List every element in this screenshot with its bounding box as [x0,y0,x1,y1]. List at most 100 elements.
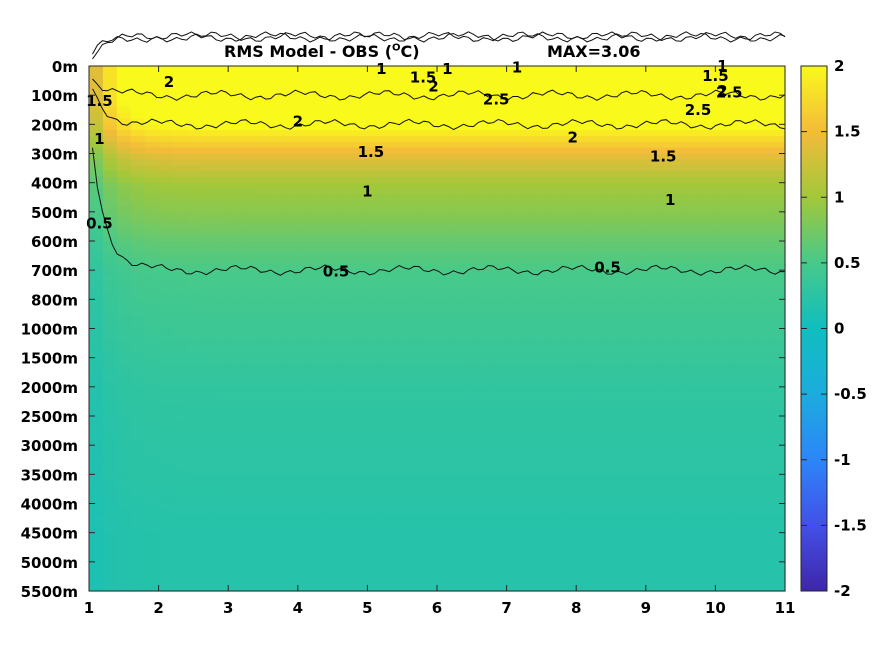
heatmap-cell [353,176,368,184]
heatmap-cell [325,89,341,96]
heatmap-cell [409,200,424,207]
heatmap-cell [102,311,118,318]
heatmap-cell [325,95,341,102]
heatmap-cell [353,194,368,201]
heatmap-cell [645,66,661,73]
heatmap-cell [256,445,271,452]
heatmap-cell [297,579,313,586]
heatmap-cell [645,211,661,219]
heatmap-cell [423,363,438,370]
heatmap-cell [423,416,438,423]
heatmap-cell [562,357,577,365]
heatmap-cell [311,153,327,160]
heatmap-cell [256,246,271,254]
heatmap-cell [604,229,619,236]
heatmap-cell [478,171,494,178]
heatmap-cell [659,480,675,487]
heatmap-cell [506,328,522,335]
heatmap-cell [729,369,744,376]
heatmap-cell [172,83,188,90]
heatmap-cell [673,486,689,493]
heatmap-cell [423,276,438,283]
heatmap-cell [631,293,647,300]
heatmap-cell [116,392,132,400]
heatmap-cell [771,480,786,487]
heatmap-cell [283,556,299,563]
heatmap-cell [673,241,689,248]
heatmap-cell [283,515,299,522]
heatmap-cell [617,427,633,435]
heatmap-cell [353,363,368,370]
heatmap-cell [771,567,786,575]
heatmap-cell [367,532,382,540]
heatmap-cell [631,270,647,277]
heatmap-cell [242,526,257,534]
heatmap-cell [534,106,549,114]
heatmap-cell [116,509,132,516]
heatmap-cell [242,567,257,575]
heatmap-cell [729,299,744,306]
heatmap-cell [506,497,522,505]
heatmap-cell [102,211,118,219]
heatmap-cell [144,95,160,102]
heatmap-cell [604,363,619,370]
heatmap-cell [450,246,466,254]
heatmap-cell [729,77,744,85]
heatmap-cell [492,421,508,429]
heatmap-cell [214,532,229,540]
heatmap-cell [757,147,772,155]
heatmap-cell [269,427,285,435]
heatmap-cell [687,521,703,528]
heatmap-cell [256,526,271,534]
heatmap-cell [144,217,160,225]
heatmap-cell [757,375,772,382]
heatmap-cell [144,223,160,230]
heatmap-cell [520,416,536,423]
heatmap-cell [617,130,633,137]
heatmap-cell [311,509,327,516]
heatmap-cell [353,346,368,353]
heatmap-cell [102,66,118,73]
heatmap-cell [604,521,619,528]
heatmap-cell [464,66,480,73]
heatmap-cell [283,328,299,335]
heatmap-cell [409,176,424,184]
heatmap-cell [437,124,452,131]
heatmap-cell [200,136,215,143]
heatmap-cell [186,521,201,528]
heatmap-cell [701,270,716,277]
heatmap-cell [186,421,201,429]
heatmap-cell [520,89,536,96]
heatmap-cell [200,439,215,446]
heatmap-cell [604,252,619,260]
heatmap-cell [562,200,577,207]
heatmap-cell [576,118,591,125]
heatmap-cell [534,427,549,435]
heatmap-cell [715,124,730,131]
heatmap-cell [548,410,563,417]
heatmap-cell [631,246,647,254]
heatmap-cell [381,439,396,446]
heatmap-cell [659,509,675,516]
heatmap-cell [659,258,675,265]
heatmap-cell [130,83,146,90]
heatmap-cell [757,445,772,452]
heatmap-cell [339,340,355,347]
heatmap-cell [130,182,146,190]
heatmap-cell [701,328,716,335]
heatmap-cell [729,66,744,73]
heatmap-cell [729,153,744,160]
heatmap-cell [423,346,438,353]
heatmap-cell [659,503,675,510]
heatmap-cell [102,416,118,423]
heatmap-cell [562,305,577,312]
heatmap-cell [506,182,522,190]
heatmap-cell [89,550,104,557]
heatmap-cell [617,486,633,493]
heatmap-cell [395,509,410,516]
heatmap-cell [423,328,438,335]
heatmap-cell [645,322,661,330]
heatmap-cell [576,404,591,411]
heatmap-cell [743,561,758,569]
heatmap-cell [409,445,424,452]
